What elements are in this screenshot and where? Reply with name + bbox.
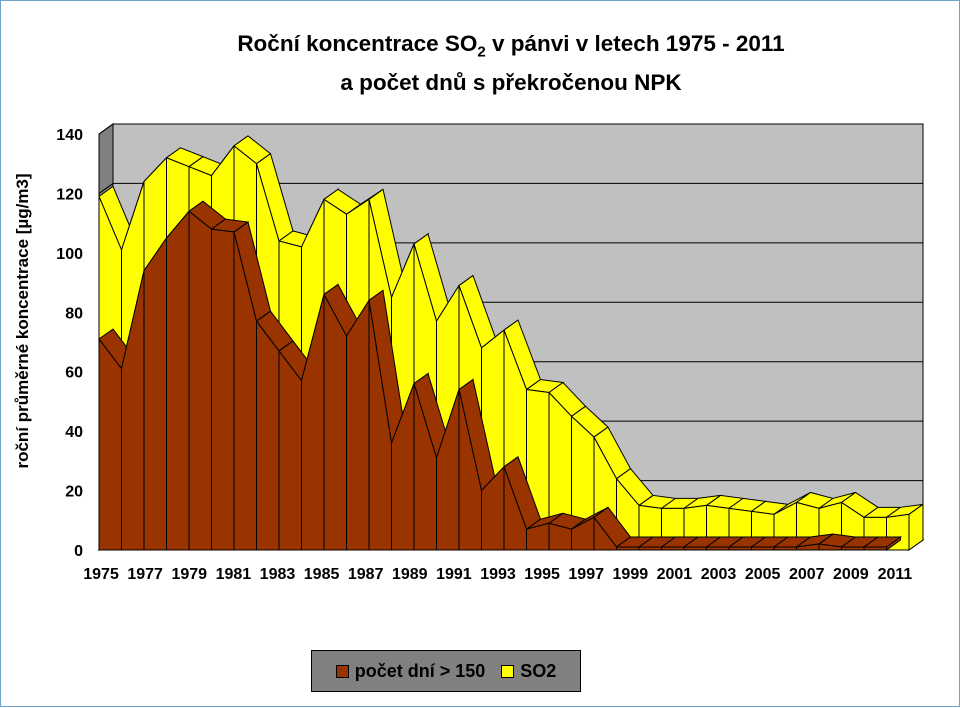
legend-swatch-days — [335, 664, 349, 678]
y-tick-label: 140 — [56, 127, 83, 144]
x-tick-label: 2011 — [878, 566, 913, 583]
y-tick-label: 40 — [65, 424, 83, 441]
legend: počet dní > 150 SO2 — [311, 650, 581, 692]
title-line-2: a počet dnů s překročenou NPK — [340, 69, 682, 95]
legend-item-so2: SO2 — [501, 661, 556, 682]
x-tick-label: 2009 — [833, 566, 869, 583]
x-tick-label: 2001 — [657, 566, 693, 583]
legend-label-days: počet dní > 150 — [354, 660, 486, 681]
y-tick-label: 120 — [56, 186, 83, 203]
x-tick-label: 1987 — [348, 566, 384, 583]
gridline-side — [98, 183, 114, 194]
legend-label-so2: SO2 — [520, 660, 557, 681]
y-tick-label: 80 — [65, 305, 83, 322]
x-tick-label: 1995 — [524, 566, 560, 583]
y-tick-label: 20 — [65, 484, 83, 501]
chart-title: Roční koncentrace SO2 v pánvi v letech 1… — [141, 29, 881, 98]
x-tick-label: 1997 — [568, 566, 604, 583]
series-end-face — [908, 503, 924, 551]
x-tick-label: 2007 — [789, 566, 825, 583]
legend-swatch-so2 — [501, 664, 515, 678]
x-tick-label: 1999 — [613, 566, 649, 583]
x-tick-label: 1983 — [260, 566, 296, 583]
y-tick-label: 60 — [65, 365, 83, 382]
y-tick-label: 0 — [74, 543, 83, 560]
x-tick-label: 1993 — [480, 566, 516, 583]
x-tick-label: 1975 — [83, 566, 119, 583]
gridline-side — [98, 123, 114, 135]
legend-item-days: počet dní > 150 — [335, 660, 486, 682]
y-tick-label: 100 — [56, 246, 83, 263]
x-tick-label: 1991 — [436, 566, 472, 583]
x-tick-label: 1977 — [127, 566, 163, 583]
x-tick-label: 1985 — [304, 566, 340, 583]
title-line-1: Roční koncentrace SO2 v pánvi v letech 1… — [237, 31, 785, 61]
x-tick-label: 2003 — [701, 566, 737, 583]
x-tick-label: 1979 — [171, 566, 207, 583]
x-tick-label: 1989 — [392, 566, 428, 583]
x-tick-label: 1981 — [216, 566, 252, 583]
series-end-face — [886, 536, 901, 551]
x-tick-label: 2005 — [745, 566, 781, 583]
